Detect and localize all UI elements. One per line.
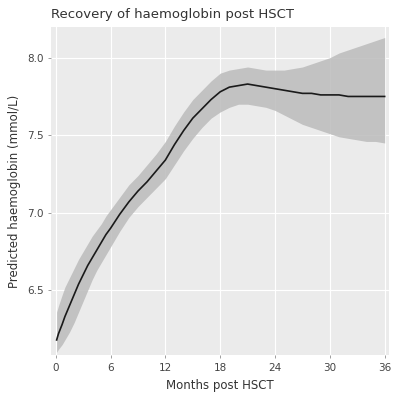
X-axis label: Months post HSCT: Months post HSCT [166, 379, 274, 392]
Text: Recovery of haemoglobin post HSCT: Recovery of haemoglobin post HSCT [51, 8, 294, 21]
Y-axis label: Predicted haemoglobin (mmol/L): Predicted haemoglobin (mmol/L) [8, 94, 21, 288]
